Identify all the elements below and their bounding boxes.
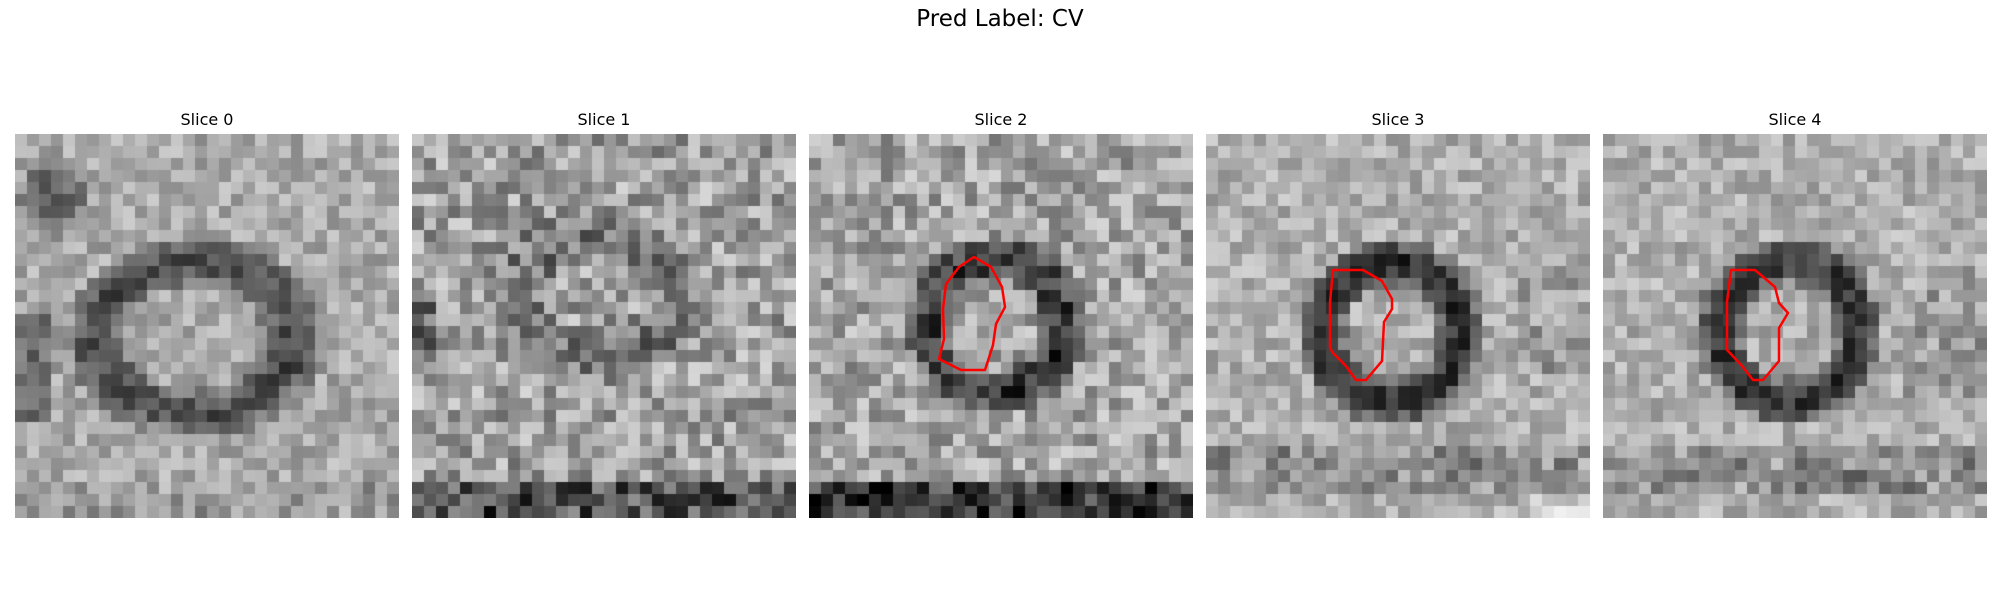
slice-image-4 xyxy=(1603,134,1987,518)
segmentation-contour-2 xyxy=(937,255,1007,372)
slice-title-1: Slice 1 xyxy=(577,110,631,129)
slice-panel-3: Slice 3 xyxy=(1206,108,1590,518)
figure-title: Pred Label: CV xyxy=(916,6,1084,32)
segmentation-contour-4 xyxy=(1725,268,1790,382)
slice-title-0: Slice 0 xyxy=(180,110,234,129)
slice-image-3 xyxy=(1206,134,1590,518)
slice-panel-1: Slice 1 xyxy=(412,108,796,518)
slice-title-4: Slice 4 xyxy=(1768,110,1822,129)
slice-title-3: Slice 3 xyxy=(1371,110,1425,129)
slice-panel-0: Slice 0 xyxy=(15,108,399,518)
slice-image-0 xyxy=(15,134,399,518)
slice-image-1 xyxy=(412,134,796,518)
slice-image-2 xyxy=(809,134,1193,518)
slice-panel-2: Slice 2 xyxy=(809,108,1193,518)
slice-title-2: Slice 2 xyxy=(974,110,1028,129)
segmentation-contour-3 xyxy=(1328,268,1394,382)
slice-panel-4: Slice 4 xyxy=(1603,108,1987,518)
